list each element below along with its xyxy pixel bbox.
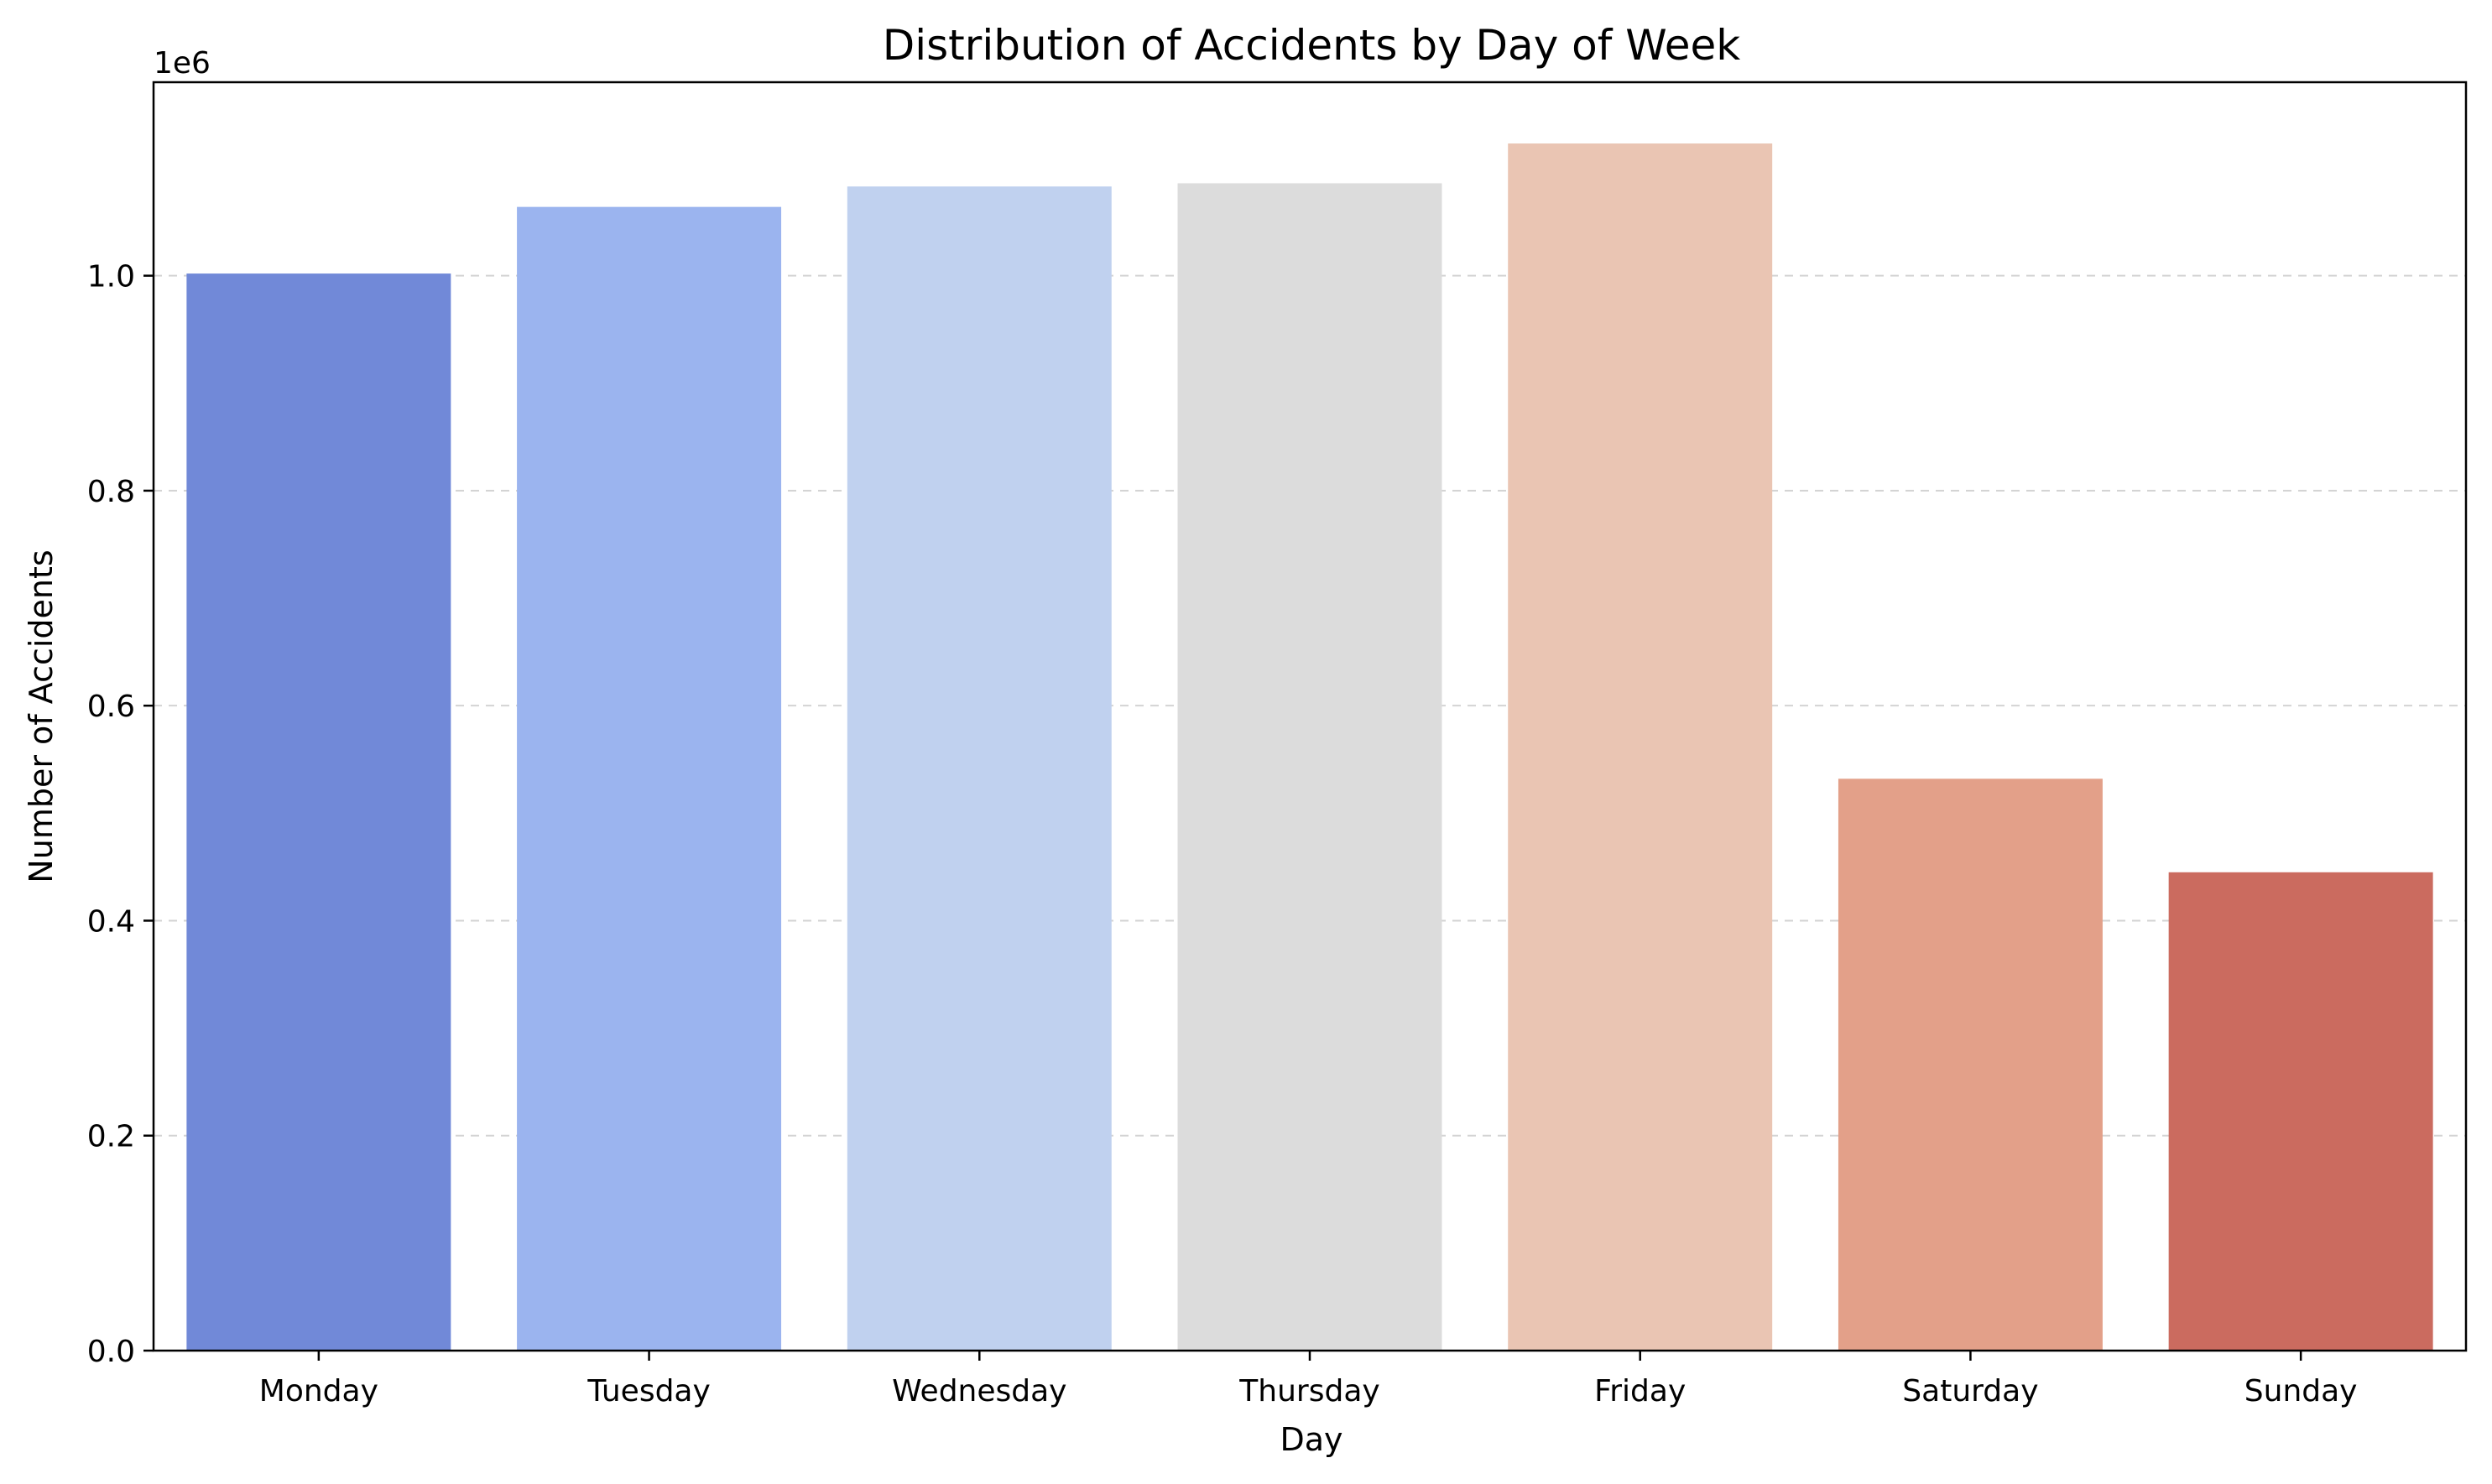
x-axis-label: Day bbox=[1280, 1421, 1342, 1458]
x-tick-label: Tuesday bbox=[587, 1374, 710, 1408]
y-tick-label: 1.0 bbox=[87, 260, 135, 294]
x-tick-label: Wednesday bbox=[892, 1374, 1066, 1408]
bar-tuesday bbox=[517, 206, 782, 1351]
y-tick-label: 0.0 bbox=[87, 1335, 135, 1369]
bar-wednesday bbox=[847, 186, 1112, 1351]
x-tick-label: Sunday bbox=[2244, 1374, 2358, 1408]
y-tick-label: 0.6 bbox=[87, 690, 135, 724]
x-tick-label: Monday bbox=[259, 1374, 378, 1408]
bars bbox=[186, 143, 2433, 1351]
y-tick-label: 0.2 bbox=[87, 1120, 135, 1154]
bar-monday bbox=[186, 273, 451, 1351]
bar-saturday bbox=[1838, 778, 2103, 1351]
y-tick-label: 0.8 bbox=[87, 475, 135, 509]
x-tick-label: Saturday bbox=[1902, 1374, 2038, 1408]
bar-sunday bbox=[2168, 872, 2433, 1351]
chart-title: Distribution of Accidents by Day of Week bbox=[883, 21, 1741, 70]
y-axis-label: Number of Accidents bbox=[23, 549, 60, 883]
y-tick-label: 0.4 bbox=[87, 904, 135, 939]
bar-friday bbox=[1508, 143, 1773, 1351]
x-tick-label: Friday bbox=[1594, 1374, 1686, 1408]
x-tick-label: Thursday bbox=[1238, 1374, 1379, 1408]
x-axis-ticks: Monday Tuesday Wednesday Thursday Friday Satu… bbox=[259, 1351, 2358, 1408]
y-axis-offset-label: 1e6 bbox=[154, 46, 211, 81]
bar-thursday bbox=[1177, 183, 1442, 1351]
y-axis-ticks: 0.0 0.2 0.4 0.6 0.8 1.0 bbox=[87, 260, 154, 1369]
